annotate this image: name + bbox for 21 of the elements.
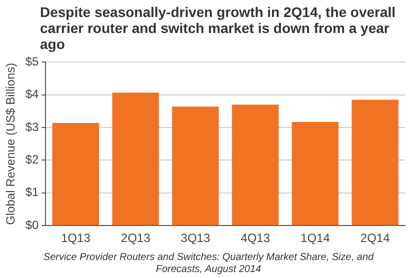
bar [172,106,219,226]
x-tick-label: 4Q13 [240,231,270,246]
bar [292,122,339,226]
y-tick-label: $2 [25,152,40,167]
x-tick-label: 3Q13 [180,231,210,246]
y-tick-label: $3 [25,120,40,134]
y-tick-label: $5 [25,54,40,69]
chart-title: Despite seasonally-driven growth in 2Q14, the overall carrier router and switch market is down from a year ago [39,3,397,52]
y-axis-title: Global Revenue (US$ Billions) [4,62,18,225]
bar [352,100,398,226]
x-tick-label: 1Q13 [61,231,91,246]
x-tick-label: 2Q14 [360,231,390,246]
bar [232,104,279,226]
bar [52,122,100,226]
text: Service Provider Routers and Switches: Quarterly Market Share, Size, and Forecasts, August 2014 [42,252,375,276]
y-tick-label: $1 [25,185,40,200]
x-tick-label: 2Q13 [120,231,151,246]
x-tick-label: 1Q14 [300,231,330,246]
bar [112,92,159,226]
y-tick-label: $4 [25,87,40,102]
y-tick-label: $0 [25,218,40,232]
